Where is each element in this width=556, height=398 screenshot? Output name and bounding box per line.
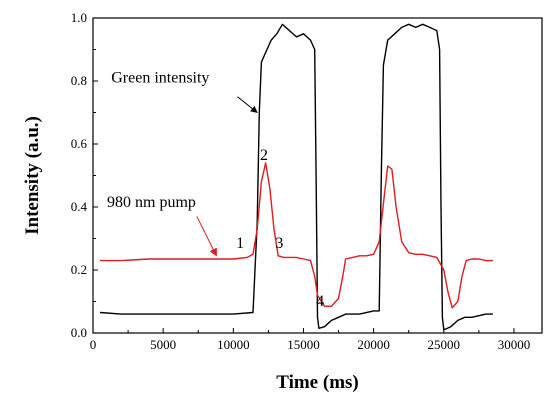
y-tick-label: 0.2 bbox=[71, 262, 87, 277]
y-axis-ticks: 0.0 0.2 0.4 0.6 0.8 1.0 bbox=[71, 10, 98, 340]
y-tick-label: 0.0 bbox=[71, 325, 87, 340]
x-tick-label: 0 bbox=[90, 337, 97, 352]
annotation-2: 1 bbox=[236, 235, 244, 252]
y-tick-label: 0.8 bbox=[71, 73, 87, 88]
x-tick-label: 20000 bbox=[357, 337, 390, 352]
annotation-5: 4 bbox=[316, 293, 324, 310]
x-tick-label: 30000 bbox=[498, 337, 531, 352]
green-intensity-arrow bbox=[237, 96, 258, 113]
x-tick-label: 15000 bbox=[287, 337, 320, 352]
annotation-1: 980 nm pump bbox=[107, 194, 196, 211]
annotation-4: 3 bbox=[275, 235, 283, 252]
y-tick-label: 0.4 bbox=[71, 199, 88, 214]
annotation-0: Green intensity bbox=[111, 70, 209, 87]
series-line-1 bbox=[100, 162, 493, 309]
pump-arrow bbox=[196, 216, 217, 257]
annotation-3: 2 bbox=[260, 147, 268, 164]
y-tick-label: 0.6 bbox=[71, 136, 88, 151]
y-tick-label: 1.0 bbox=[71, 10, 87, 25]
annotations: Green intensity 980 nm pump 1 2 3 4 bbox=[107, 70, 324, 311]
y-axis-title: Intensity (a.u.) bbox=[22, 116, 43, 235]
series-line-0 bbox=[99, 23, 493, 331]
x-tick-label: 5000 bbox=[150, 337, 176, 352]
x-tick-label: 25000 bbox=[428, 337, 461, 352]
series-layer bbox=[99, 23, 493, 331]
x-axis-title: Time (ms) bbox=[276, 372, 359, 393]
x-tick-label: 10000 bbox=[217, 337, 250, 352]
x-axis-ticks: 0 5000 10000 15000 20000 25000 30000 bbox=[90, 328, 530, 352]
